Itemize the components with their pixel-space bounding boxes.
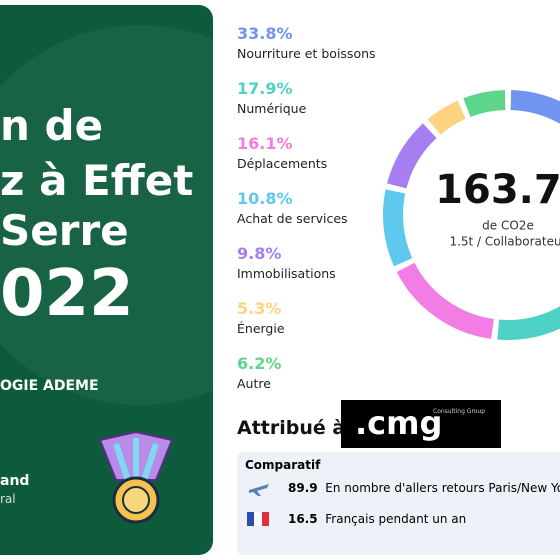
plane-icon	[249, 484, 269, 496]
comparatif-row: 89.9 En nombre d'allers retours Paris/Ne…	[288, 481, 560, 495]
legend-value: 6.2%	[237, 354, 282, 373]
legend-value: 33.8%	[237, 24, 293, 43]
footer-line: and	[0, 473, 30, 489]
legend-label: Nourriture et boissons	[237, 46, 376, 61]
company-sub: Consulting Group	[433, 408, 486, 415]
comparatif-title: Comparatif	[245, 458, 321, 472]
flag-icon	[247, 512, 269, 526]
legend-label: Numérique	[237, 101, 307, 116]
legend-label: Autre	[237, 376, 271, 391]
title-line: Serre	[0, 206, 129, 255]
legend-label: Achat de services	[237, 211, 348, 226]
donut-segment	[427, 100, 466, 135]
center-value: 163.7t	[435, 167, 560, 213]
comparatif-row: 16.5 Français pendant un an	[288, 512, 466, 526]
left-panel: n de z à Effet Serre 022 OGIE ADEME and …	[0, 5, 213, 555]
footer-line: ral	[0, 492, 16, 506]
donut-segment	[383, 189, 413, 267]
donut-segment	[396, 262, 495, 339]
row-text: Français pendant un an	[325, 512, 467, 526]
medal-icon	[98, 430, 174, 524]
legend-value: 9.8%	[237, 244, 282, 263]
title-line: z à Effet	[0, 156, 194, 205]
donut-segment	[497, 306, 560, 340]
center-sub: 1.5t / Collaborateur	[449, 235, 560, 249]
legend-label: Immobilisations	[237, 266, 336, 281]
legend-label: Énergie	[237, 321, 285, 336]
legend-value: 10.8%	[237, 189, 293, 208]
method: OGIE ADEME	[0, 378, 99, 394]
row-value: 89.9	[288, 481, 318, 495]
comparatif-box: Comparatif 89.9 En nombre d'allers retou…	[237, 452, 560, 555]
title-line: 022	[0, 257, 134, 331]
globe	[0, 25, 213, 405]
legend-value: 17.9%	[237, 79, 293, 98]
row-value: 16.5	[288, 512, 318, 526]
company-name: .cmg	[355, 404, 443, 442]
row-text: En nombre d'allers retours Paris/New Yor…	[325, 481, 560, 495]
title-line: n de	[0, 101, 104, 150]
company-logo: .cmg Consulting Group	[341, 400, 501, 448]
donut-segment	[387, 123, 437, 189]
donut-segment	[510, 90, 560, 124]
legend-value: 16.1%	[237, 134, 293, 153]
center-unit: de CO2e	[482, 219, 534, 233]
award-label: Attribué à	[237, 417, 346, 439]
legend-label: Déplacements	[237, 156, 328, 171]
donut-segment	[463, 90, 506, 118]
legend-value: 5.3%	[237, 299, 282, 318]
